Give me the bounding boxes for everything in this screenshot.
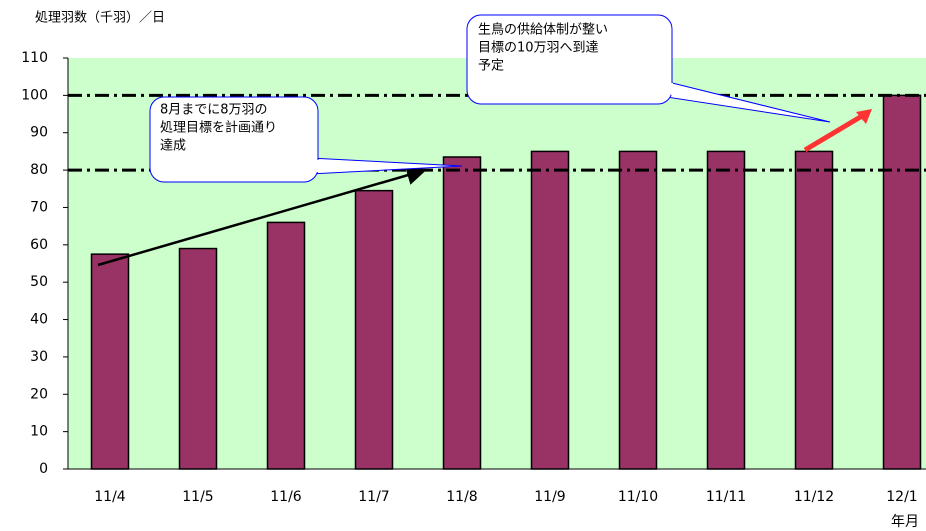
- x-axis-label: 年月: [891, 514, 919, 530]
- trend-arrow: [803, 113, 864, 153]
- arrow-head: [856, 109, 872, 124]
- y-tick-label: 30: [30, 349, 48, 365]
- y-tick-label: 10: [30, 424, 48, 440]
- callout-text: 生鳥の供給体制が整い: [478, 23, 608, 38]
- x-tick-label: 11/12: [794, 489, 834, 505]
- x-tick-label: 11/6: [270, 489, 302, 505]
- y-tick-label: 60: [30, 237, 48, 253]
- callout-text: 達成: [160, 139, 186, 154]
- bar: [178, 247, 218, 470]
- x-tick-label: 11/9: [534, 489, 565, 505]
- x-tick-label: 11/7: [358, 489, 389, 505]
- y-tick-label: 40: [30, 312, 48, 328]
- bar: [354, 189, 394, 470]
- bar: [706, 150, 746, 470]
- x-tick-label: 11/4: [94, 489, 126, 505]
- y-tick-label: 100: [21, 87, 48, 103]
- y-tick-label: 20: [30, 386, 48, 402]
- callout: 8月までに8万羽の 処理目標を計画通り 達成: [149, 96, 463, 183]
- bar: [794, 150, 834, 470]
- bar: [618, 150, 658, 470]
- callout-text: 目標の10万羽へ到達: [478, 41, 599, 56]
- y-axis-label: 処理羽数（千羽）／日: [35, 11, 165, 26]
- bar: [90, 253, 130, 470]
- bar: [882, 94, 922, 470]
- x-tick-label: 11/11: [706, 489, 746, 505]
- callout-text: 処理目標を計画通り: [160, 120, 277, 136]
- bar: [266, 221, 306, 470]
- trend-arrow: [97, 165, 427, 267]
- bar: [442, 156, 482, 470]
- y-tick-label: 80: [30, 162, 48, 178]
- x-tick-label: 11/8: [446, 489, 477, 505]
- callout-text: 予定: [478, 59, 504, 74]
- y-tick-label: 50: [30, 274, 48, 290]
- callout: 生鳥の供給体制が整い 目標の10万羽へ到達 予定: [466, 14, 831, 123]
- y-tick-label: 70: [30, 199, 48, 215]
- y-tick-label: 110: [21, 50, 48, 66]
- x-tick-label: 11/5: [182, 489, 213, 505]
- x-tick-label: 11/10: [618, 489, 658, 505]
- callout-text: 8月までに8万羽の: [160, 103, 268, 118]
- bar: [530, 150, 570, 470]
- x-tick-label: 12/1: [886, 489, 917, 505]
- y-tick-label: 90: [30, 125, 48, 141]
- y-tick-label: 0: [39, 461, 48, 477]
